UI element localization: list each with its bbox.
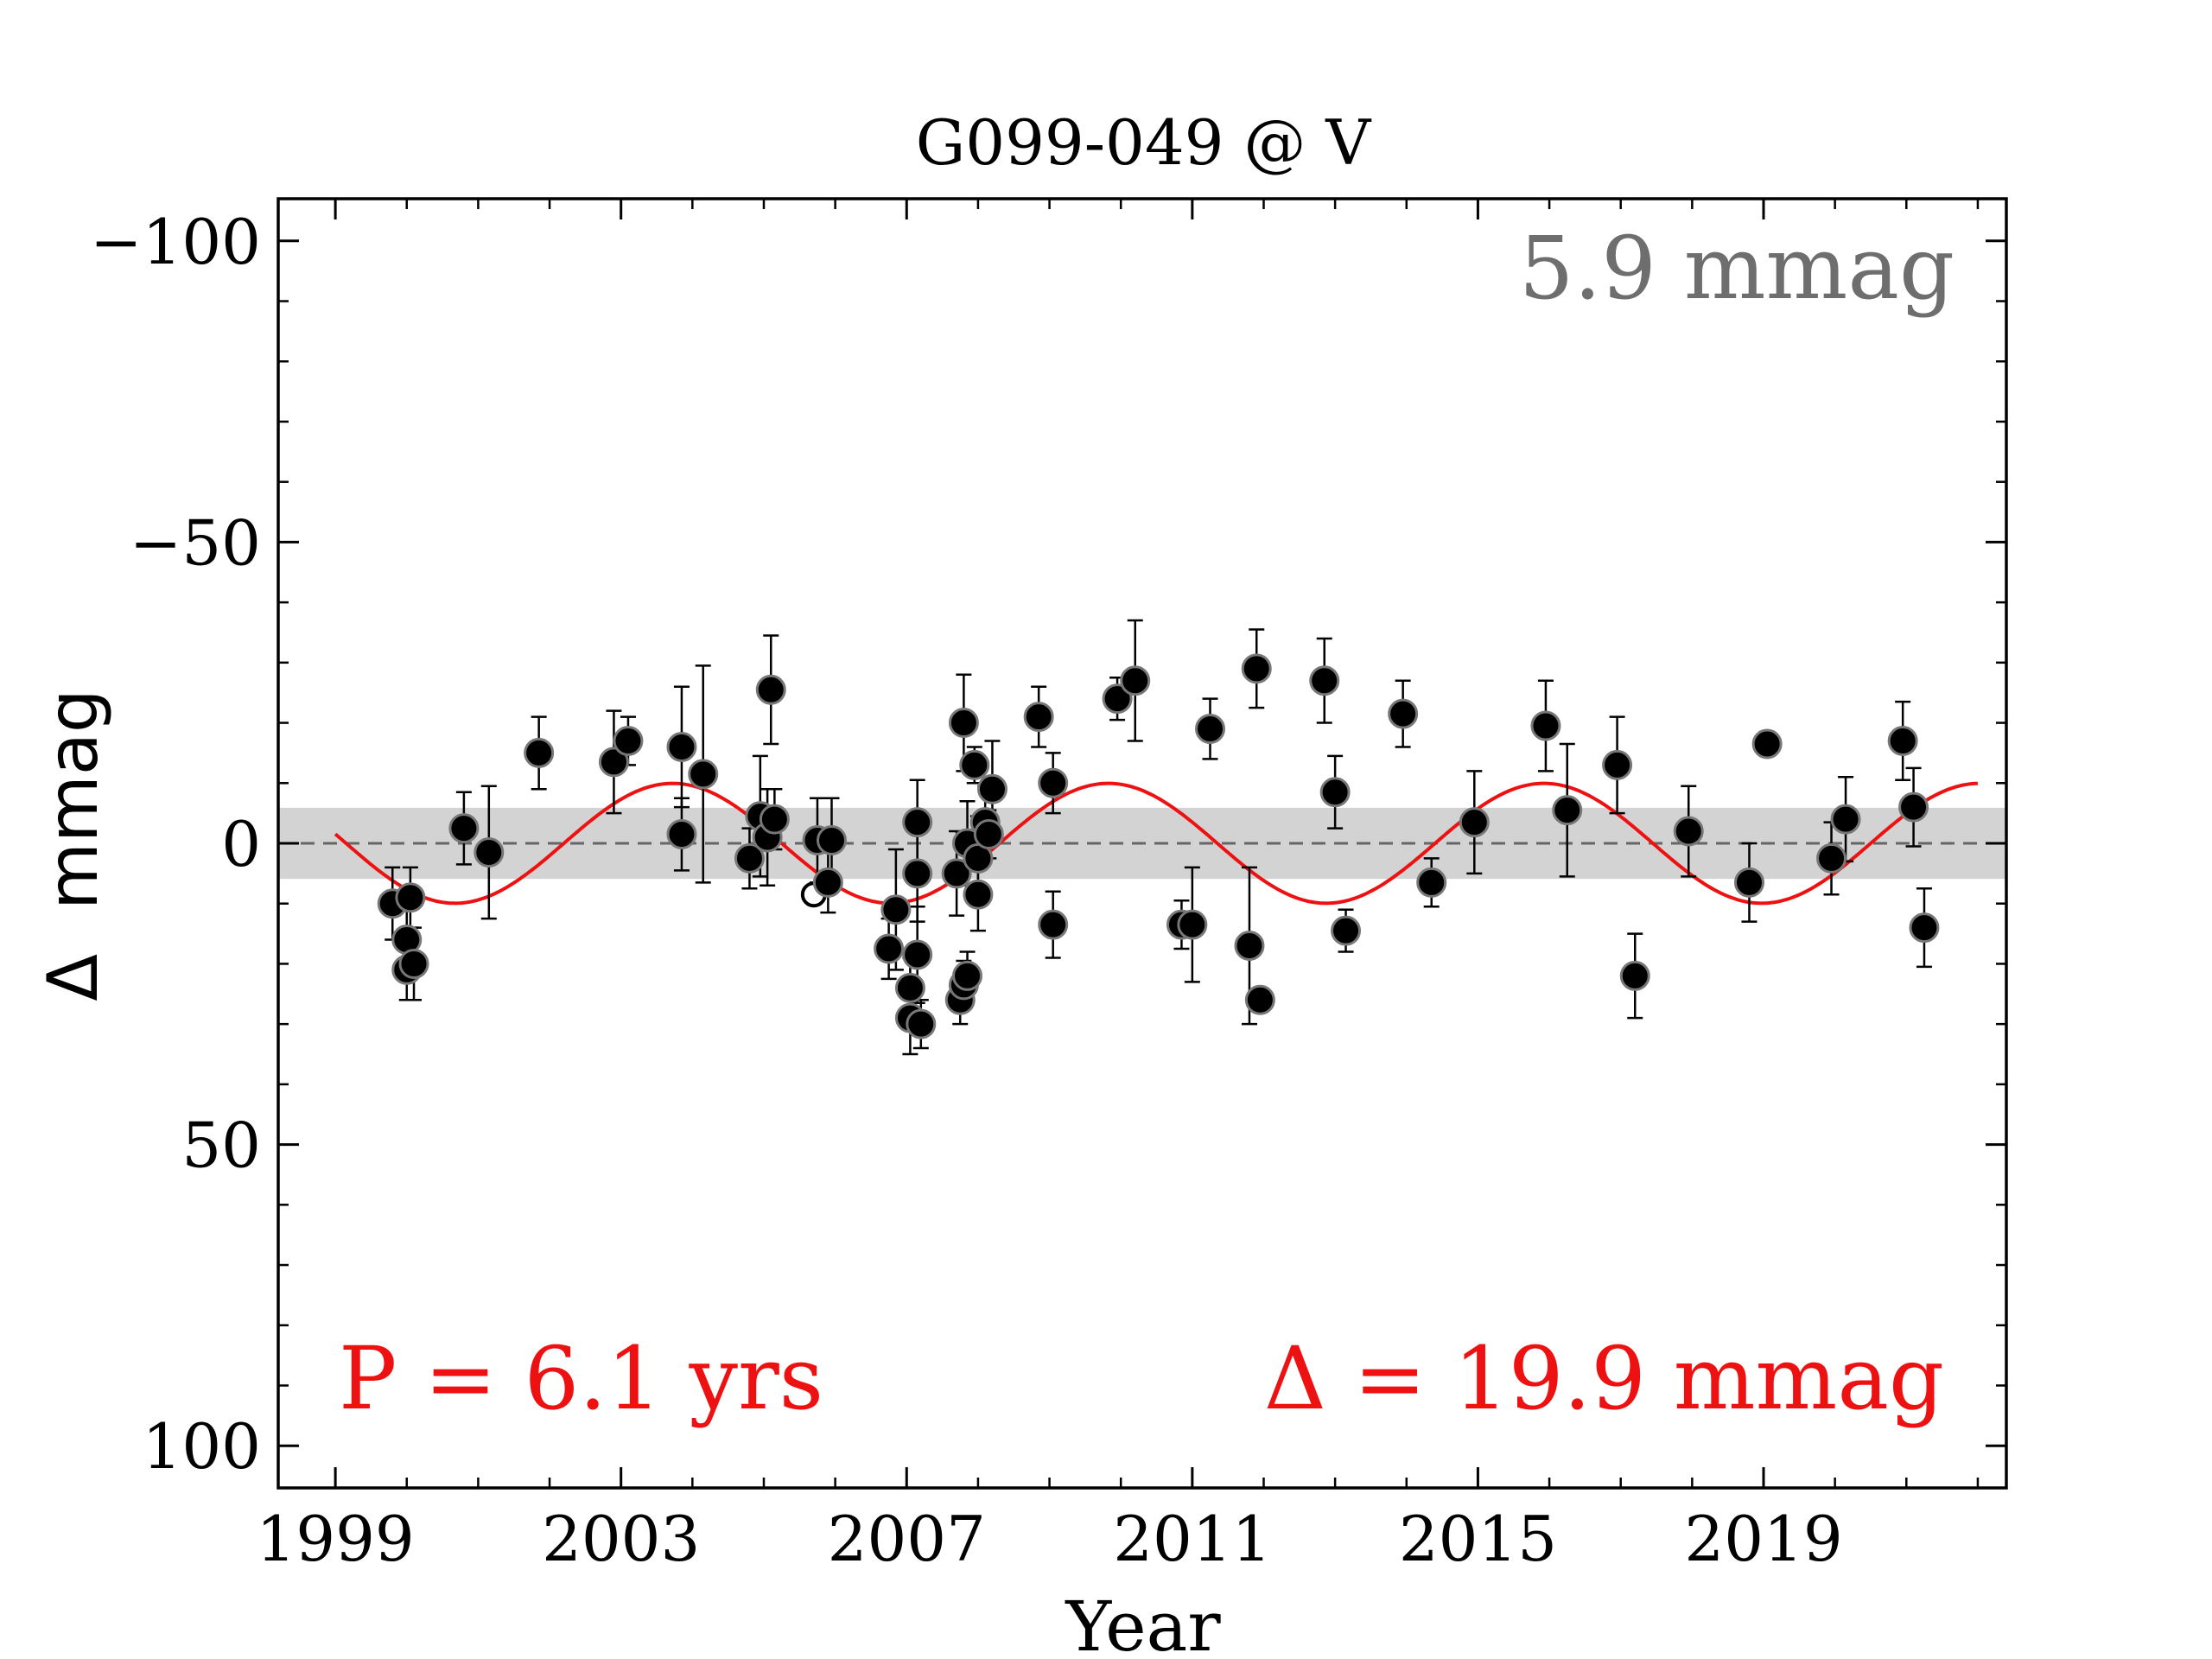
x-tick-label: 2007 (828, 1503, 986, 1575)
data-point (755, 674, 786, 705)
data-point (1244, 984, 1275, 1015)
data-point (598, 747, 629, 778)
data-point (1102, 683, 1133, 715)
data-point (1530, 710, 1561, 741)
data-point (448, 813, 480, 844)
amplitude-annotation: Δ = 19.9 mmag (1264, 1328, 1944, 1429)
data-point (1195, 714, 1226, 745)
data-point (1177, 909, 1208, 940)
tick-layer: 1999 2003 2007 2011 2015 2019 −100 −50 0 50 100 (90, 199, 2006, 1575)
data-point (1552, 795, 1583, 826)
data-point (902, 807, 933, 838)
data-point (1241, 653, 1272, 684)
data-point (902, 858, 933, 889)
data-point (880, 894, 912, 925)
data-point (948, 708, 979, 739)
data-point (1830, 804, 1861, 835)
y-tick-label: −100 (90, 206, 261, 278)
data-point (666, 819, 697, 850)
data-point (1319, 777, 1351, 808)
x-tick-label: 1999 (256, 1503, 414, 1575)
x-tick-label: 2019 (1684, 1503, 1842, 1575)
x-tick-label: 2011 (1113, 1503, 1271, 1575)
data-point (1751, 728, 1783, 760)
data-point (734, 842, 765, 874)
data-point (963, 879, 994, 910)
data-point (894, 972, 925, 1003)
data-point (941, 858, 972, 889)
data-point (902, 939, 933, 970)
data-point (524, 737, 555, 768)
data-point (1234, 931, 1265, 962)
data-point (1309, 665, 1340, 696)
chart-title: G099-049 @ V (916, 106, 1372, 179)
data-point (1038, 909, 1069, 940)
x-tick-label: 2003 (542, 1503, 700, 1575)
data-point (474, 836, 505, 868)
data-point (613, 725, 644, 756)
data-point (976, 773, 1007, 804)
data-point (1038, 767, 1069, 798)
data-point (1023, 702, 1054, 733)
data-point (1733, 867, 1764, 898)
data-point (1416, 867, 1447, 898)
data-point (874, 933, 905, 964)
data-point (395, 882, 426, 913)
data-point (1887, 725, 1918, 756)
data-point (812, 867, 843, 898)
data-point (952, 960, 983, 991)
x-axis-label: Year (1065, 1586, 1221, 1659)
data-point-layer (377, 653, 1940, 1039)
data-point (1602, 749, 1633, 780)
rms-annotation: 5.9 mmag (1519, 218, 1955, 319)
data-point (1673, 816, 1704, 847)
data-point (1120, 665, 1151, 696)
y-axis-label: Δ mmag (33, 689, 113, 1001)
y-tick-label: 0 (221, 808, 261, 880)
data-point (398, 948, 429, 979)
data-point (816, 825, 847, 856)
data-point (973, 819, 1004, 850)
data-point (959, 749, 990, 780)
data-point (1898, 791, 1929, 823)
fit-curve (334, 781, 1978, 906)
x-tick-label: 2015 (1399, 1503, 1557, 1575)
data-point (688, 759, 719, 790)
data-point (759, 804, 790, 835)
data-point (1459, 807, 1490, 838)
data-point (1388, 698, 1419, 729)
data-point (1619, 960, 1650, 991)
data-point (1331, 915, 1362, 946)
data-point (906, 1008, 937, 1039)
y-tick-label: 50 (181, 1109, 261, 1182)
y-tick-label: −50 (130, 506, 261, 579)
fit-curve-layer (334, 781, 1978, 906)
data-point (1909, 912, 1940, 944)
data-point (666, 731, 697, 762)
y-tick-label: 100 (143, 1410, 261, 1483)
data-point (1816, 842, 1847, 874)
period-annotation: P = 6.1 yrs (339, 1328, 823, 1429)
